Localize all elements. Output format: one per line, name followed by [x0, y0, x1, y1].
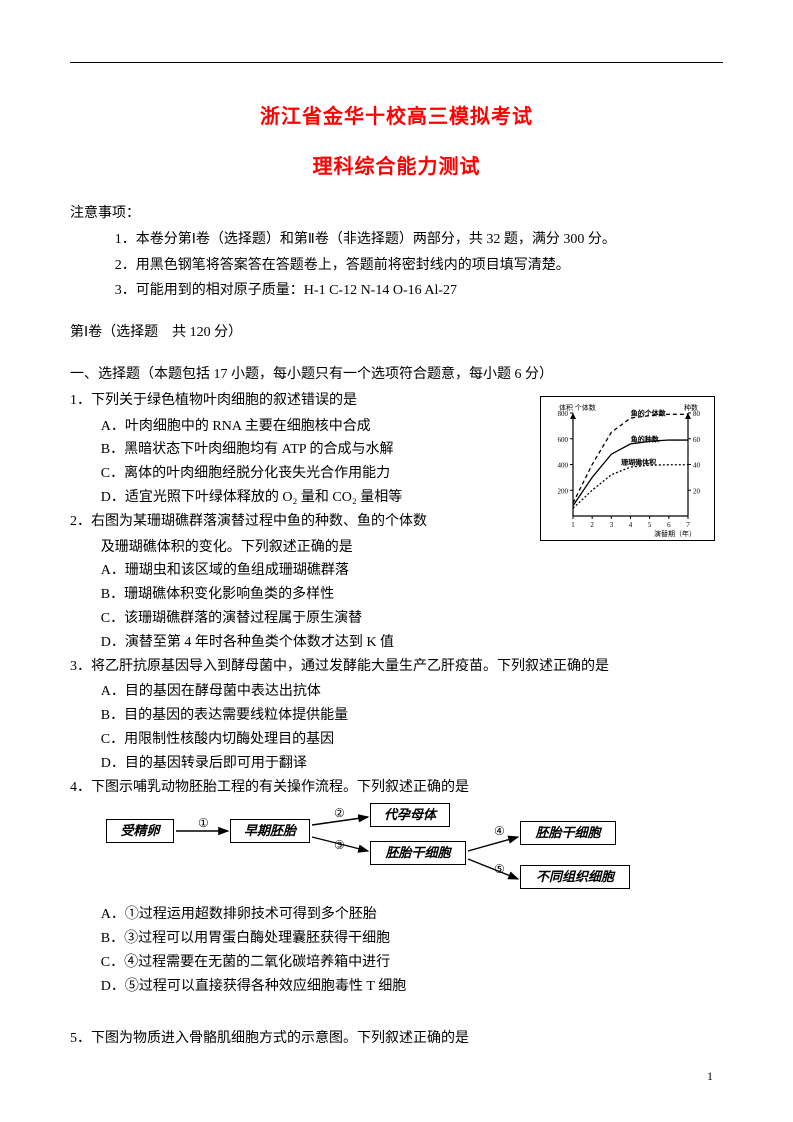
svg-text:鱼的个体数: 鱼的个体数 — [631, 409, 667, 418]
notice-item: 1．本卷分第Ⅰ卷（选择题）和第Ⅱ卷（非选择题）两部分，共 32 题，满分 300… — [70, 228, 723, 252]
section-1-heading: 第Ⅰ卷（选择题 共 120 分） — [70, 321, 723, 345]
q2-option-d: D．演替至第 4 年时各种鱼类个体数才达到 K 值 — [70, 631, 723, 655]
question-3: 3．将乙肝抗原基因导入到酵母菌中，通过发酵能大量生产乙肝疫苗。下列叙述正确的是 — [70, 655, 723, 679]
q4-option-a: A．①过程运用超数排卵技术可得到多个胚胎 — [70, 903, 723, 927]
svg-text:1: 1 — [571, 521, 575, 529]
svg-text:400: 400 — [558, 462, 569, 470]
part-1-heading: 一、选择题（本题包括 17 小题，每小题只有一个选项符合题意，每小题 6 分） — [70, 363, 723, 387]
question-5: 5．下图为物质进入骨骼肌细胞方式的示意图。下列叙述正确的是 — [70, 1027, 723, 1051]
flow-box-fertilized-egg: 受精卵 — [106, 819, 174, 843]
flow-step-3: ③ — [334, 835, 345, 855]
q2-option-a: A．珊瑚虫和该区域的鱼组成珊瑚礁群落 — [70, 559, 723, 583]
flow-step-4: ④ — [494, 821, 505, 841]
q3-option-d: D．目的基因转录后即可用于翻译 — [70, 752, 723, 776]
svg-text:3: 3 — [610, 521, 614, 529]
svg-text:体积 个体数: 体积 个体数 — [559, 403, 596, 412]
flow-box-early-embryo: 早期胚胎 — [230, 819, 310, 843]
svg-text:2: 2 — [590, 521, 594, 529]
q3-option-c: C．用限制性核酸内切酶处理目的基因 — [70, 728, 723, 752]
q4-option-d: D．⑤过程可以直接获得各种效应细胞毒性 T 细胞 — [70, 975, 723, 999]
q3-option-a: A．目的基因在酵母菌中表达出抗体 — [70, 680, 723, 704]
flow-step-2: ② — [334, 803, 345, 823]
flow-box-es-cell-2: 胚胎干细胞 — [520, 821, 616, 845]
notice-item: 2．用黑色钢笔将答案答在答题卷上，答题前将密封线内的项目填写清楚。 — [70, 254, 723, 278]
flow-step-1: ① — [198, 813, 209, 833]
q3-option-b: B．目的基因的表达需要线粒体提供能量 — [70, 704, 723, 728]
svg-text:6: 6 — [667, 521, 671, 529]
svg-text:60: 60 — [693, 436, 701, 444]
q4-option-c: C．④过程需要在无菌的二氧化碳培养箱中进行 — [70, 951, 723, 975]
svg-text:7: 7 — [686, 521, 690, 529]
flow-box-tissue-cells: 不同组织细胞 — [520, 865, 630, 889]
top-rule — [70, 62, 723, 63]
q2-option-b: B．珊瑚礁体积变化影响鱼类的多样性 — [70, 583, 723, 607]
graph-svg: 800600400200806040201234567体积 个体数种数演替期（年… — [541, 397, 712, 538]
embryo-flowchart: 受精卵 早期胚胎 代孕母体 胚胎干细胞 胚胎干细胞 不同组织细胞 ① ② ③ ④… — [100, 807, 660, 897]
svg-text:鱼的种数: 鱼的种数 — [631, 434, 660, 443]
flow-step-5: ⑤ — [494, 859, 505, 879]
svg-text:演替期（年）: 演替期（年） — [654, 529, 696, 538]
page-number: 1 — [707, 1066, 713, 1086]
q2-option-c: C．该珊瑚礁群落的演替过程属于原生演替 — [70, 607, 723, 631]
flow-box-es-cell-1: 胚胎干细胞 — [370, 841, 466, 865]
question-4: 4．下图示哺乳动物胚胎工程的有关操作流程。下列叙述正确的是 — [70, 776, 723, 800]
coral-reef-graph: 800600400200806040201234567体积 个体数种数演替期（年… — [540, 396, 715, 541]
svg-text:珊瑚礁体积: 珊瑚礁体积 — [621, 458, 656, 467]
notice-heading: 注意事项： — [70, 202, 723, 226]
exam-title-2: 理科综合能力测试 — [70, 150, 723, 184]
notice-item: 3．可能用到的相对原子质量：H-1 C-12 N-14 O-16 Al-27 — [70, 279, 723, 303]
flow-box-surrogate: 代孕母体 — [370, 803, 450, 827]
svg-text:600: 600 — [558, 436, 569, 444]
exam-title-1: 浙江省金华十校高三模拟考试 — [70, 100, 723, 134]
svg-text:种数: 种数 — [684, 403, 698, 412]
svg-text:4: 4 — [629, 521, 633, 529]
svg-text:5: 5 — [648, 521, 652, 529]
svg-text:20: 20 — [693, 487, 701, 495]
q4-option-b: B．③过程可以用胃蛋白酶处理囊胚获得干细胞 — [70, 927, 723, 951]
svg-text:200: 200 — [558, 487, 569, 495]
svg-text:40: 40 — [693, 462, 701, 470]
